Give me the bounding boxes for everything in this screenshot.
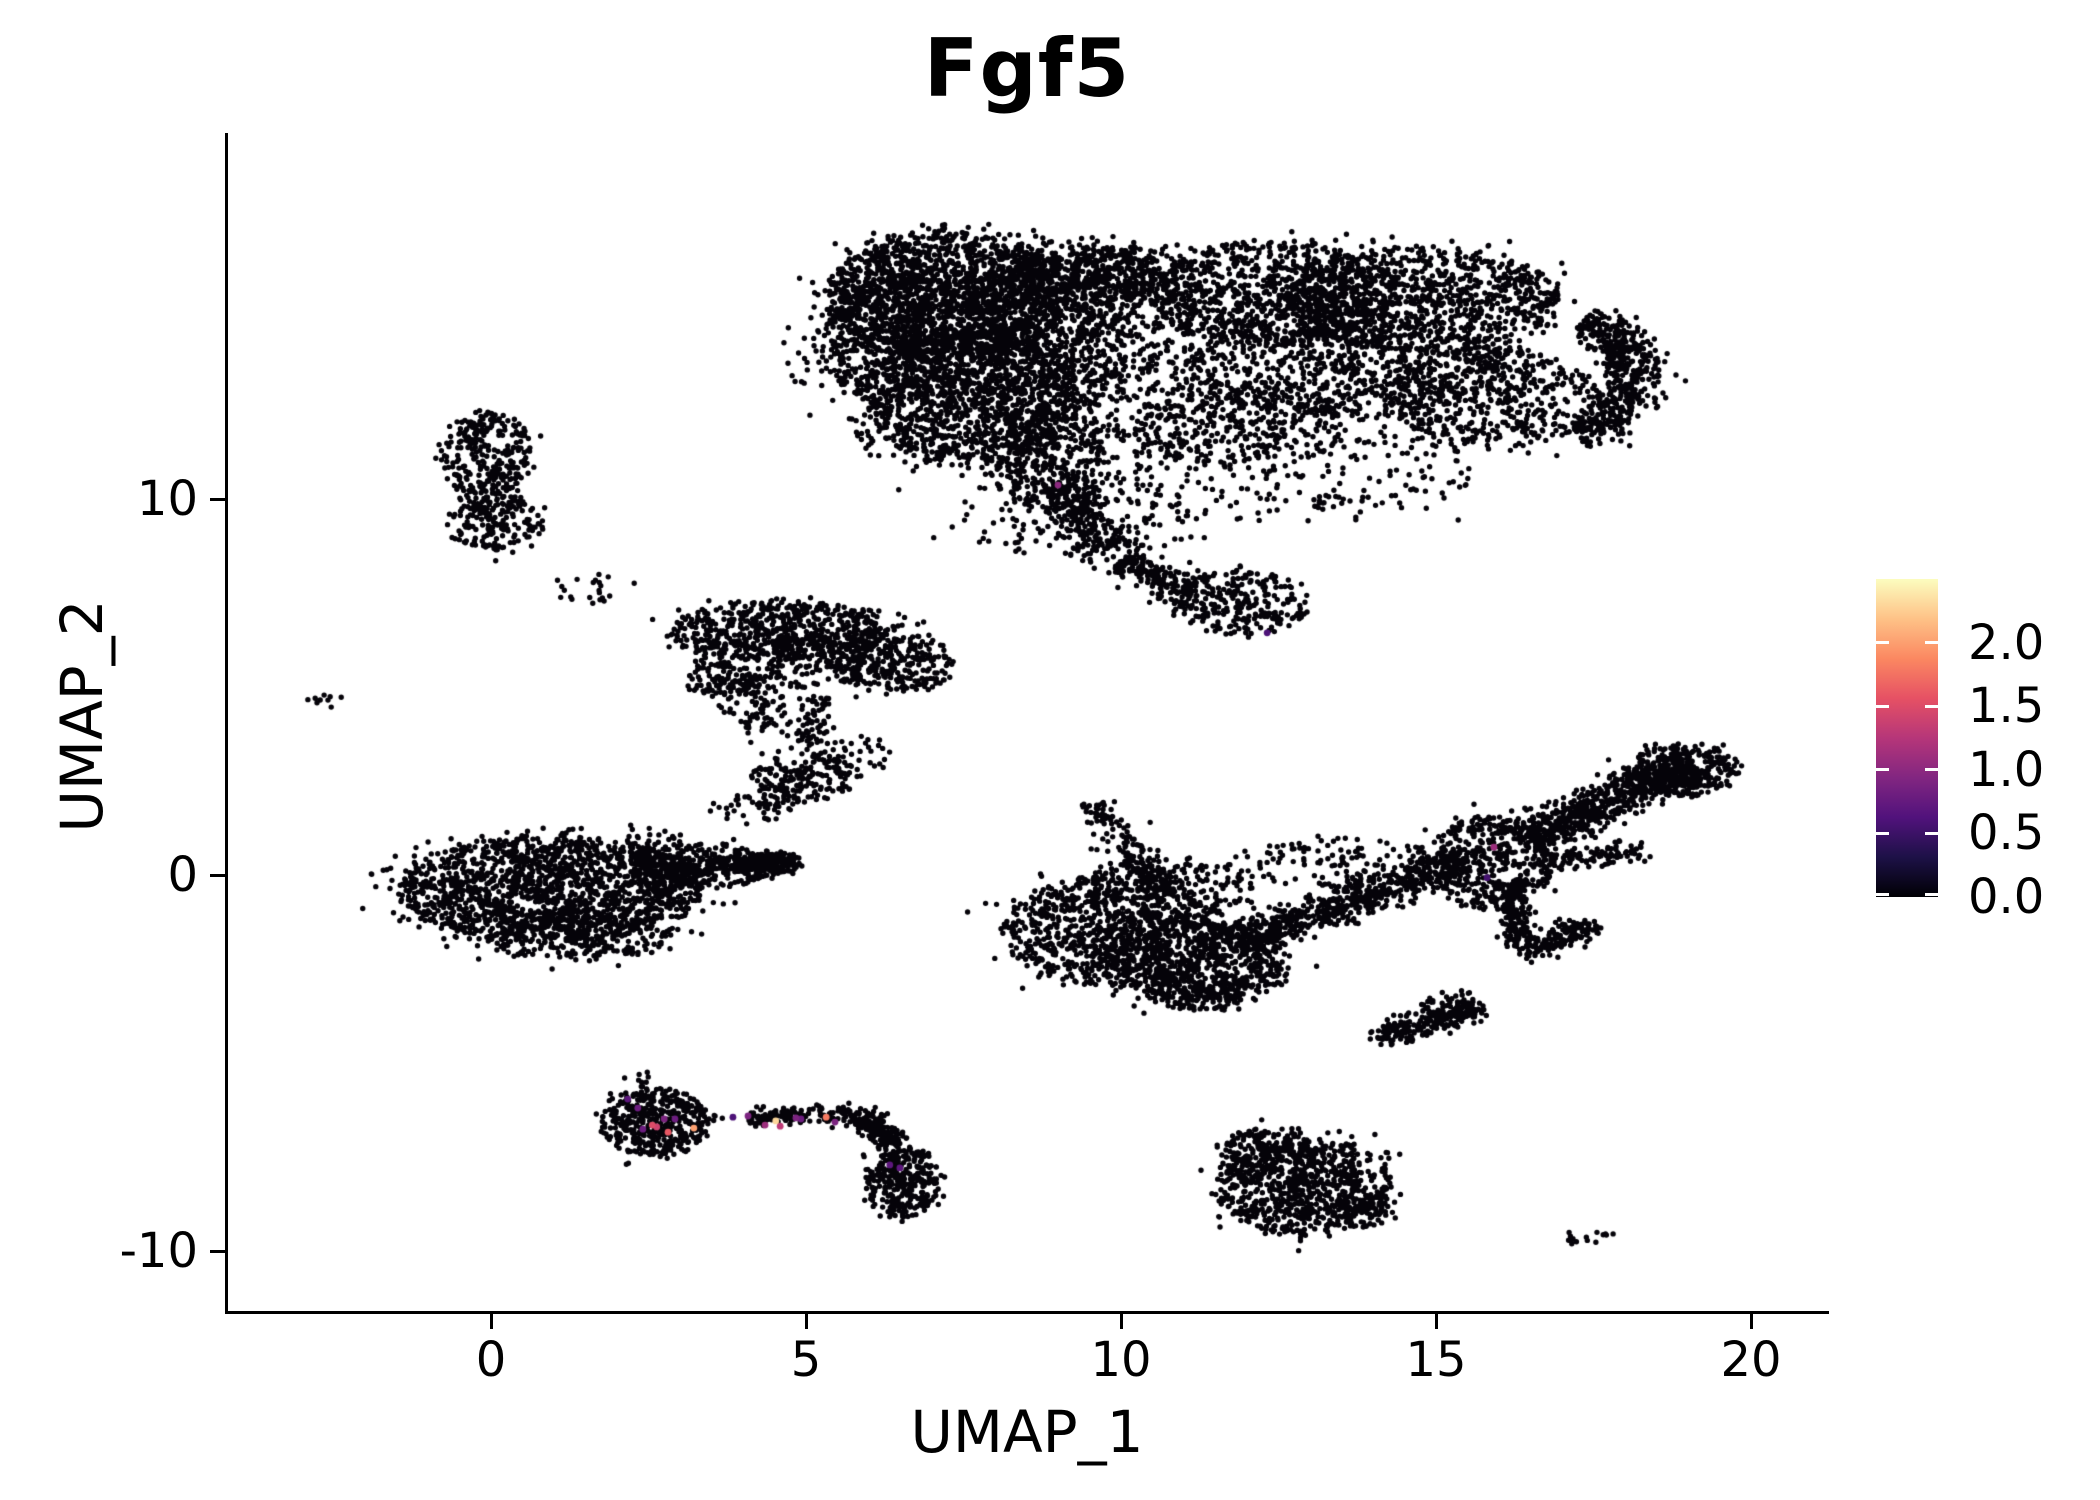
x-axis-label: UMAP_1 bbox=[910, 1398, 1144, 1466]
x-tick-mark bbox=[489, 1314, 493, 1329]
colorbar-tick-notch bbox=[1925, 768, 1938, 772]
colorbar-tick-notch bbox=[1925, 641, 1938, 645]
y-tick-label: -10 bbox=[119, 1223, 198, 1279]
x-tick-label: 20 bbox=[1720, 1332, 1782, 1388]
x-tick-mark bbox=[1434, 1314, 1438, 1329]
y-tick-label: 0 bbox=[167, 847, 198, 903]
x-tick-mark bbox=[1119, 1314, 1123, 1329]
x-tick-label: 0 bbox=[475, 1332, 507, 1388]
x-tick-mark bbox=[804, 1314, 808, 1329]
colorbar-tick-label: 1.0 bbox=[1968, 741, 2045, 798]
colorbar-tick-label: 2.0 bbox=[1968, 614, 2045, 671]
y-tick-mark bbox=[210, 873, 225, 877]
colorbar bbox=[1876, 579, 1938, 897]
colorbar-tick-notch bbox=[1876, 768, 1889, 772]
colorbar-tick-label: 0.5 bbox=[1968, 805, 2045, 862]
x-tick-label: 10 bbox=[1090, 1332, 1152, 1388]
umap-scatter-canvas bbox=[228, 133, 1826, 1311]
colorbar-tick-notch bbox=[1925, 704, 1938, 708]
x-tick-label: 15 bbox=[1405, 1332, 1467, 1388]
y-tick-mark bbox=[210, 497, 225, 501]
axes-frame bbox=[225, 133, 1829, 1314]
colorbar-tick-label: 1.5 bbox=[1968, 678, 2045, 735]
colorbar-tick-label: 0.0 bbox=[1968, 869, 2045, 925]
colorbar-tick-notch bbox=[1876, 831, 1889, 835]
y-axis-label: UMAP_2 bbox=[48, 599, 116, 833]
y-tick-mark bbox=[210, 1249, 225, 1253]
y-tick-label: 10 bbox=[136, 471, 198, 527]
colorbar-tick-notch bbox=[1876, 641, 1889, 645]
chart-title: Fgf5 bbox=[923, 22, 1131, 115]
colorbar-tick-notch bbox=[1925, 892, 1938, 896]
colorbar-tick-notch bbox=[1876, 892, 1889, 896]
colorbar-tick-notch bbox=[1925, 831, 1938, 835]
x-tick-mark bbox=[1749, 1314, 1753, 1329]
colorbar-tick-notch bbox=[1876, 704, 1889, 708]
x-tick-label: 5 bbox=[790, 1332, 822, 1388]
